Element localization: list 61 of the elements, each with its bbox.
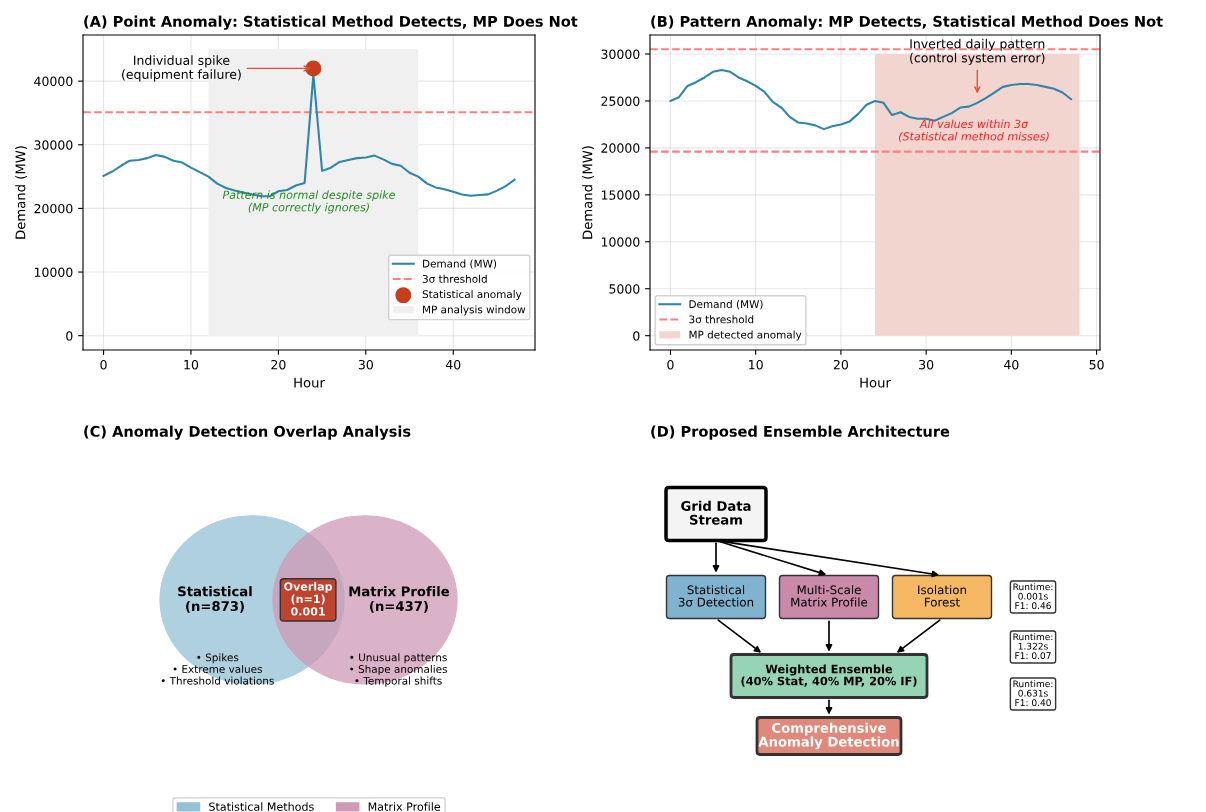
x-tick-label: 50 bbox=[1089, 359, 1104, 370]
text: • Spikes • Extreme values • Threshold violations bbox=[161, 653, 274, 685]
annotation: Individual spike (equipment failure) bbox=[122, 55, 241, 82]
legend-label: Demand (MW) bbox=[423, 259, 497, 269]
category-label: Weighted Ensemble (40% Stat, 40% MP, 20% IF) bbox=[741, 664, 917, 687]
legend-label: 3σ threshold bbox=[689, 315, 754, 324]
y-tick-label: 15000 bbox=[601, 190, 640, 200]
y-tick-label: 30000 bbox=[34, 140, 73, 150]
x-axis-title: Hour bbox=[860, 377, 891, 388]
y-tick-label: 0 bbox=[633, 331, 640, 341]
category-label: Statistical 3σ Detection bbox=[678, 585, 754, 607]
text: (C) Anomaly Detection Overlap Analysis bbox=[84, 425, 411, 440]
legend-label: 3σ threshold bbox=[422, 274, 487, 283]
data-label: (n=437) bbox=[370, 600, 428, 613]
legend-label: MP analysis window bbox=[423, 305, 526, 316]
y-tick-label: 0 bbox=[66, 331, 73, 341]
x-tick-label: 20 bbox=[833, 359, 849, 370]
legend-label: Statistical Methods bbox=[209, 802, 314, 811]
text: Runtime: 1.322s F1: 0.07 bbox=[1013, 633, 1053, 660]
annotation: Inverted daily pattern (control system error) bbox=[910, 38, 1045, 65]
legend-label: Matrix Profile bbox=[368, 802, 441, 811]
x-tick-label: 20 bbox=[271, 359, 286, 370]
legend-label: Demand (MW) bbox=[689, 299, 763, 310]
x-tick-label: 0 bbox=[667, 359, 674, 370]
data-label: (n=1) 0.001 bbox=[291, 594, 325, 616]
category-label: Matrix Profile bbox=[349, 586, 450, 597]
y-tick-label: 10000 bbox=[34, 267, 73, 277]
y-tick-label: 20000 bbox=[34, 203, 73, 214]
x-tick-label: 40 bbox=[1004, 359, 1019, 370]
y-tick-label: 25000 bbox=[601, 96, 640, 106]
category-label: Isolation Forest bbox=[918, 585, 966, 607]
data-label: (n=873) bbox=[186, 600, 244, 613]
x-tick-label: 0 bbox=[100, 359, 107, 370]
category-label: Overlap bbox=[284, 582, 333, 593]
x-tick-label: 40 bbox=[445, 359, 461, 370]
chart-title: (B) Pattern Anomaly: MP Detects, Statistical Method Does Not bbox=[651, 15, 1163, 30]
chart-title: (A) Point Anomaly: Statistical Method Detects, MP Does Not bbox=[84, 15, 578, 30]
category-label: Multi-Scale Matrix Profile bbox=[791, 585, 868, 607]
text: • Unusual patterns • Shape anomalies • Temporal shifts bbox=[350, 653, 447, 687]
y-axis-title: Demand (MW) bbox=[582, 146, 594, 239]
text: (D) Proposed Ensemble Architecture bbox=[651, 425, 950, 440]
x-axis-title: Hour bbox=[294, 377, 325, 388]
annotation: All values within 3σ (Statistical method misses) bbox=[899, 119, 1049, 142]
y-tick-label: 10000 bbox=[601, 237, 640, 247]
x-tick-label: 30 bbox=[919, 359, 934, 370]
line-series bbox=[669, 68, 1073, 131]
text: Runtime: 0.001s F1: 0.46 bbox=[1013, 583, 1053, 610]
y-axis-title: Demand (MW) bbox=[15, 146, 27, 239]
category-label: Grid Data Stream bbox=[681, 500, 751, 525]
x-tick-label: 10 bbox=[749, 359, 763, 370]
legend-label: MP detected anomaly bbox=[689, 330, 802, 341]
y-tick-label: 20000 bbox=[601, 143, 640, 153]
y-tick-label: 40000 bbox=[34, 76, 73, 87]
category-label: Comprehensive Anomaly Detection bbox=[758, 722, 899, 750]
x-tick-label: 10 bbox=[184, 359, 199, 370]
text: Runtime: 0.631s F1: 0.40 bbox=[1013, 680, 1053, 707]
category-label: Statistical bbox=[178, 586, 252, 597]
x-tick-label: 30 bbox=[358, 359, 373, 370]
y-tick-label: 30000 bbox=[601, 49, 640, 59]
y-tick-label: 5000 bbox=[609, 284, 640, 294]
legend-label: Statistical anomaly bbox=[422, 290, 522, 301]
